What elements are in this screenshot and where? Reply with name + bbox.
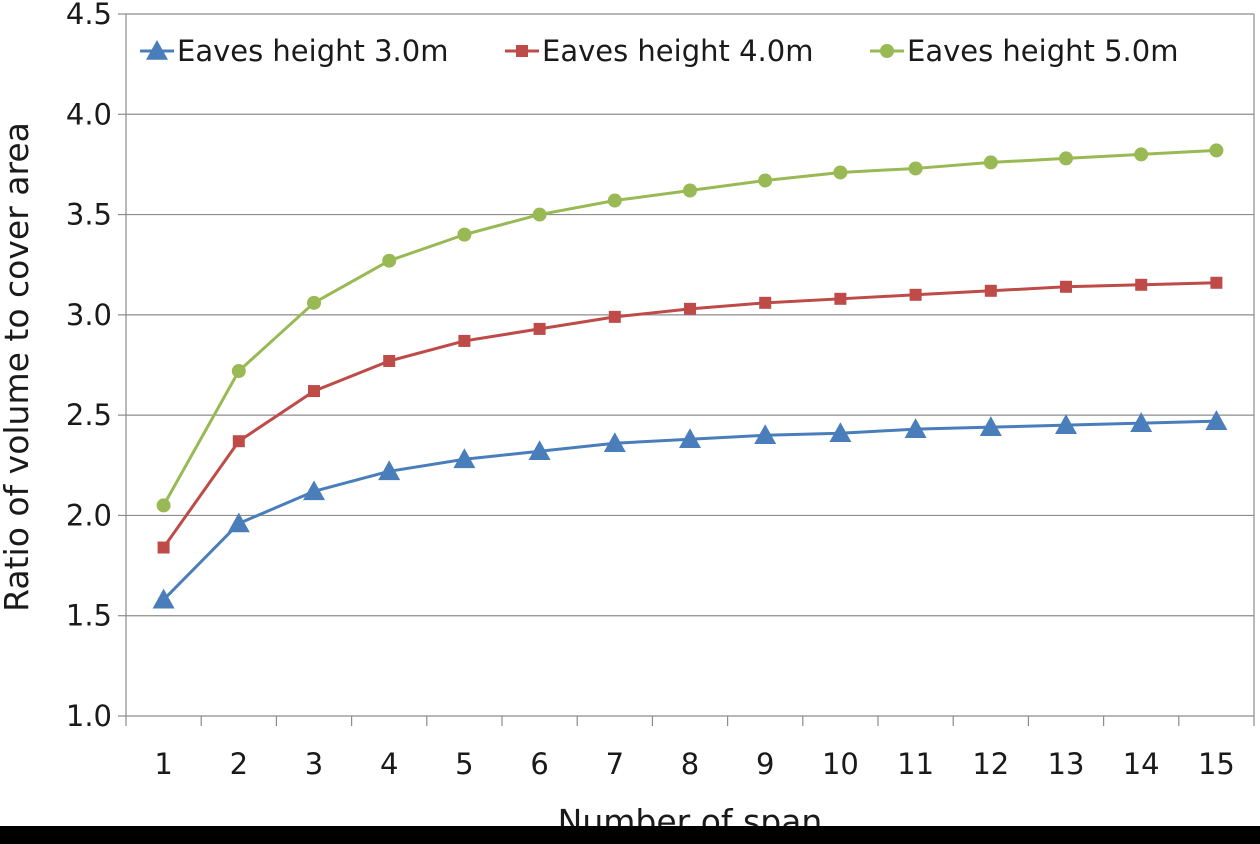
data-point [1205, 410, 1228, 430]
x-tick-label: 11 [897, 747, 934, 781]
data-point [308, 385, 320, 398]
data-point [307, 295, 321, 310]
legend-label: Eaves height 5.0m [907, 34, 1178, 68]
data-point [909, 288, 922, 301]
data-point [1134, 147, 1149, 162]
data-point [156, 498, 171, 513]
data-point [157, 541, 170, 554]
data-point [1059, 151, 1073, 166]
data-point [303, 480, 325, 501]
series-line [162, 148, 1217, 507]
y-tick-label: 4.0 [66, 97, 112, 131]
data-point [1060, 280, 1072, 293]
data-point [984, 284, 997, 297]
data-point [904, 418, 927, 438]
data-point [603, 432, 626, 453]
data-point [983, 155, 998, 170]
data-point [533, 322, 546, 335]
data-point [683, 183, 697, 198]
data-point [532, 207, 547, 222]
data-point [908, 161, 923, 176]
data-point [754, 424, 777, 444]
x-tick-label: 3 [305, 747, 323, 781]
data-point [833, 165, 848, 180]
y-tick-labels: 1.0 1.5 2.0 2.5 3.0 3.5 4.0 4.5 [66, 0, 112, 733]
data-point [152, 588, 175, 609]
x-tick-label: 7 [606, 747, 624, 781]
data-point [382, 253, 397, 268]
data-point [679, 428, 701, 449]
data-point [829, 422, 852, 442]
x-tick-label: 4 [380, 747, 398, 781]
y-tick-label: 3.5 [66, 198, 112, 232]
data-point [383, 354, 396, 367]
x-tick-label: 13 [1048, 747, 1085, 781]
data-point [231, 364, 246, 379]
data-point [453, 448, 476, 469]
x-tick-label: 6 [530, 747, 548, 781]
series-group [152, 143, 1228, 609]
x-tick-label: 12 [972, 747, 1009, 781]
bottom-bar [0, 826, 1260, 844]
legend-marker [516, 45, 528, 57]
x-tick-label: 14 [1123, 747, 1160, 781]
x-tick-label: 15 [1198, 747, 1235, 781]
legend-item-2: Eaves height 4.0m [505, 34, 813, 68]
x-tick-label: 2 [230, 747, 248, 781]
series-2 [157, 276, 1223, 554]
series-1 [152, 410, 1228, 609]
legend-item-3: Eaves height 5.0m [870, 34, 1178, 68]
legend-marker [880, 44, 894, 58]
y-tick-label: 2.5 [66, 398, 112, 432]
data-point [979, 416, 1002, 436]
legend-label: Eaves height 4.0m [542, 34, 813, 68]
x-tick-label: 8 [681, 747, 699, 781]
data-point [227, 512, 250, 533]
y-tick-label: 1.5 [66, 599, 112, 633]
x-tick-labels: 1 2 3 4 5 6 7 8 9 10 11 12 13 14 15 [154, 747, 1234, 781]
axes [125, 14, 1255, 726]
y-axis-title: Ratio of volume to cover area [0, 122, 36, 612]
legend: Eaves height 3.0m Eaves height 4.0m Eaves … [140, 34, 1178, 68]
data-point [759, 296, 772, 309]
legend-item-1: Eaves height 3.0m [140, 34, 448, 68]
x-tick-label: 5 [455, 747, 473, 781]
x-tick-label: 10 [822, 747, 859, 781]
data-point [608, 310, 621, 323]
x-tick-label: 1 [154, 747, 172, 781]
x-tick-label: 9 [756, 747, 774, 781]
data-point [378, 460, 401, 481]
data-point [758, 173, 773, 188]
data-point [1209, 143, 1224, 158]
data-point [1055, 414, 1077, 434]
data-point [834, 292, 847, 305]
data-point [457, 227, 472, 242]
data-point [1130, 412, 1153, 432]
y-tick-label: 1.0 [66, 699, 112, 733]
data-point [528, 440, 551, 461]
data-point [607, 193, 622, 208]
data-point [1135, 278, 1148, 291]
y-tick-label: 4.5 [66, 0, 112, 31]
legend-marker [146, 40, 168, 60]
y-tick-label: 3.0 [66, 298, 112, 332]
gridlines [118, 13, 1254, 717]
legend-label: Eaves height 3.0m [177, 34, 448, 68]
data-point [684, 302, 696, 315]
y-tick-label: 2.0 [66, 498, 112, 532]
series-3 [156, 143, 1224, 513]
data-point [458, 334, 471, 347]
data-point [1210, 276, 1223, 289]
data-point [232, 435, 245, 448]
